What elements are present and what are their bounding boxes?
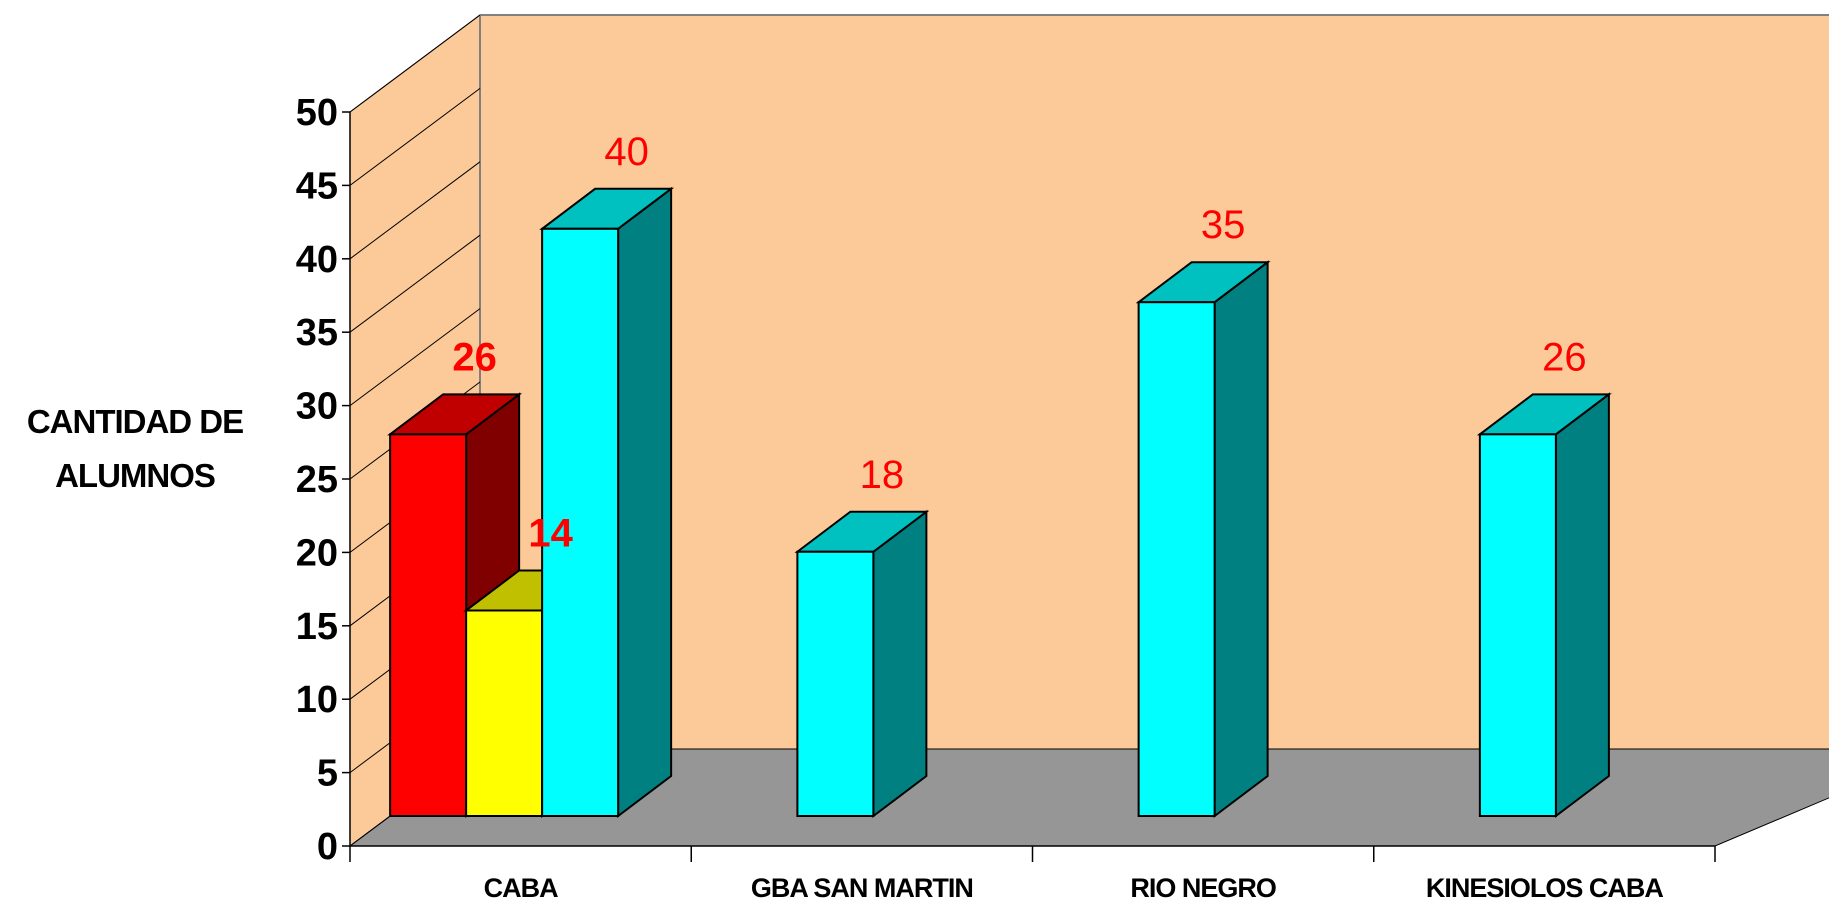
bar-side bbox=[872, 509, 928, 819]
bar-front bbox=[465, 609, 544, 817]
data-label: 40 bbox=[604, 130, 649, 174]
bars bbox=[387, 186, 1612, 819]
bar bbox=[1135, 260, 1271, 819]
bar-side bbox=[1554, 392, 1610, 819]
y-axis-title-line-1: CANTIDAD DE bbox=[26, 403, 244, 440]
y-tick-label: 35 bbox=[296, 312, 338, 354]
y-tick-label: 0 bbox=[317, 826, 338, 868]
x-tick-label: RIO NEGRO bbox=[1130, 873, 1276, 902]
data-label: 18 bbox=[860, 453, 905, 497]
data-label: 26 bbox=[452, 335, 497, 379]
axis-ticks: 0 5 10 15 20 25 30 35 40 45 50 CABA GBA SAN MARTIN RI… bbox=[296, 14, 1716, 902]
y-axis-title-line-2: ALUMNOS bbox=[55, 457, 216, 494]
y-tick-depth bbox=[349, 14, 481, 113]
y-tick-label: 15 bbox=[296, 606, 338, 648]
y-tick-label: 25 bbox=[296, 459, 338, 501]
x-tick-label: GBA SAN MARTIN bbox=[751, 873, 973, 902]
y-tick-label: 30 bbox=[296, 386, 338, 428]
y-tick-label: 5 bbox=[317, 753, 338, 795]
y-tick-label: 40 bbox=[296, 239, 338, 281]
bar-front bbox=[389, 433, 468, 817]
y-tick-label: 45 bbox=[296, 165, 338, 207]
bar bbox=[539, 186, 675, 819]
bar-side bbox=[617, 186, 673, 819]
data-label: 26 bbox=[1542, 335, 1587, 379]
data-labels: 26 14 40 18 35 26 bbox=[452, 130, 1586, 556]
y-tick-depth bbox=[349, 308, 481, 407]
bar bbox=[1476, 392, 1612, 819]
bar bbox=[794, 509, 930, 819]
y-tick-depth bbox=[349, 87, 481, 186]
y-tick-depth bbox=[349, 161, 481, 260]
data-label: 14 bbox=[528, 511, 573, 555]
data-label: 35 bbox=[1201, 203, 1246, 247]
y-tick-label: 10 bbox=[296, 679, 338, 721]
y-tick-depth bbox=[349, 234, 481, 333]
bar-front bbox=[1137, 301, 1216, 817]
bar-side bbox=[1213, 260, 1269, 819]
bar-front bbox=[1478, 433, 1557, 817]
bar-front bbox=[796, 550, 875, 817]
y-tick-label: 20 bbox=[296, 532, 338, 574]
bar-front bbox=[541, 227, 620, 818]
x-tick-label: KINESIOLOS CABA bbox=[1426, 873, 1664, 902]
y-tick-label: 50 bbox=[296, 92, 338, 134]
x-tick-label: CABA bbox=[484, 873, 558, 902]
